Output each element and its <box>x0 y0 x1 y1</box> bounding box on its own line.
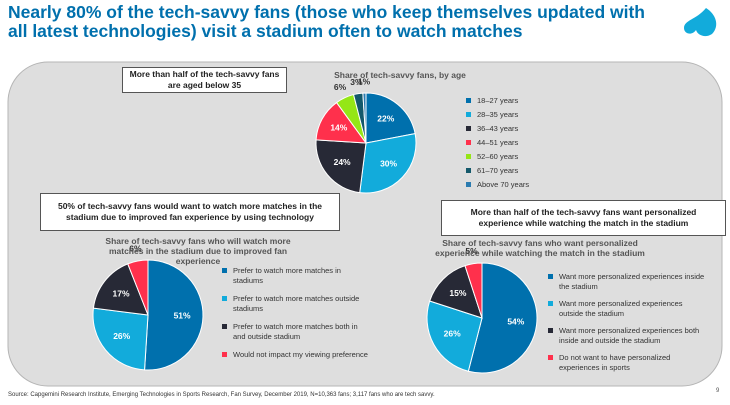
legend-swatch <box>548 328 553 333</box>
legend: Want more personalized experiences insid… <box>548 272 708 380</box>
legend-label: Do not want to have personalized experie… <box>559 353 671 372</box>
chart-title: Share of tech-savvy fans, by age <box>334 70 466 80</box>
value-label: 3% <box>350 77 363 87</box>
value-label: 24% <box>334 157 351 167</box>
value-label: 6% <box>129 243 142 253</box>
legend-label: Want more personalized experiences both … <box>559 326 700 345</box>
legend-item: 28–35 years <box>466 110 586 120</box>
legend-item: Want more personalized experiences insid… <box>548 272 708 291</box>
pie-slice <box>426 300 483 372</box>
annotation: 50% of tech-savvy fans would want to wat… <box>40 193 340 231</box>
pie-slice <box>362 92 367 144</box>
legend-swatch <box>466 140 471 145</box>
legend-swatch <box>466 182 471 187</box>
value-label: 14% <box>330 122 347 132</box>
legend-label: 61–70 years <box>477 166 519 175</box>
legend: 18–27 years 28–35 years 36–43 years 44–51 y… <box>466 96 586 194</box>
legend-swatch <box>222 268 227 273</box>
legend-item: Would not impact my viewing preference <box>222 350 372 360</box>
pie-slice <box>464 262 483 319</box>
value-label: 17% <box>113 288 130 298</box>
legend-swatch <box>466 168 471 173</box>
value-label: 22% <box>377 113 394 123</box>
legend-item: Do not want to have personalized experie… <box>548 353 708 372</box>
legend-swatch <box>222 324 227 329</box>
page-number: 9 <box>716 388 720 394</box>
legend-item: 52–60 years <box>466 152 586 162</box>
legend-swatch <box>466 98 471 103</box>
legend-label: 28–35 years <box>477 110 519 119</box>
logo <box>684 8 717 37</box>
legend-item: Want more personalized experiences outsi… <box>548 299 708 318</box>
legend-item: 61–70 years <box>466 166 586 176</box>
pie-slice <box>359 133 417 194</box>
legend-item: 44–51 years <box>466 138 586 148</box>
legend-label: Above 70 years <box>477 180 530 189</box>
pie-slice <box>365 92 416 144</box>
legend-swatch <box>548 355 553 360</box>
annotation: More than half of the tech-savvy fans ar… <box>122 67 287 93</box>
legend-label: 18–27 years <box>477 96 519 105</box>
legend-item: Prefer to watch more matches outside sta… <box>222 294 372 313</box>
legend: Prefer to watch more matches in stadiums… <box>222 266 372 369</box>
chart-title: Share of tech-savvy fans who want person… <box>435 238 645 258</box>
legend-label: Want more personalized experiences insid… <box>559 272 705 291</box>
pie-slice <box>127 259 149 316</box>
pie-slice <box>315 139 367 194</box>
legend-swatch <box>466 154 471 159</box>
value-label: 51% <box>174 310 191 320</box>
legend-item: Above 70 years <box>466 180 586 190</box>
value-label: 5% <box>465 246 478 256</box>
legend-swatch <box>466 126 471 131</box>
legend-label: 36–43 years <box>477 124 519 133</box>
legend-label: 44–51 years <box>477 138 519 147</box>
legend-swatch <box>466 112 471 117</box>
legend-item: Want more personalized experiences both … <box>548 326 708 345</box>
legend-item: 18–27 years <box>466 96 586 106</box>
legend-label: Prefer to watch more matches in stadiums <box>233 266 341 285</box>
pie-slice <box>92 263 149 316</box>
legend-item: Prefer to watch more matches both in and… <box>222 322 372 341</box>
pie-slice <box>144 259 204 371</box>
title: Nearly 80% of the tech-savvy fans (those… <box>8 2 645 41</box>
legend-label: Prefer to watch more matches outside sta… <box>233 294 360 313</box>
value-label: 26% <box>113 331 130 341</box>
chart-title: Share of tech-savvy fans who will watch … <box>105 236 291 266</box>
pie-slice <box>467 262 538 374</box>
legend-label: Want more personalized experiences outsi… <box>559 299 683 318</box>
legend-label: 52–60 years <box>477 152 519 161</box>
legend-swatch <box>222 296 227 301</box>
pie-slice <box>92 307 149 371</box>
legend-item: Prefer to watch more matches in stadiums <box>222 266 372 285</box>
legend-label: Would not impact my viewing preference <box>233 350 368 359</box>
legend-item: 36–43 years <box>466 124 586 134</box>
legend-swatch <box>222 352 227 357</box>
annotation: More than half of the tech-savvy fans wa… <box>441 200 726 236</box>
value-label: 6% <box>334 82 347 92</box>
legend-swatch <box>548 301 553 306</box>
source: Source: Capgemini Research Institute, Em… <box>8 392 435 398</box>
value-label: 1% <box>358 76 371 86</box>
value-label: 26% <box>444 329 461 339</box>
value-label: 30% <box>380 158 397 168</box>
legend-swatch <box>548 274 553 279</box>
value-label: 15% <box>449 288 466 298</box>
legend-label: Prefer to watch more matches both in and… <box>233 322 358 341</box>
value-label: 54% <box>507 317 524 327</box>
